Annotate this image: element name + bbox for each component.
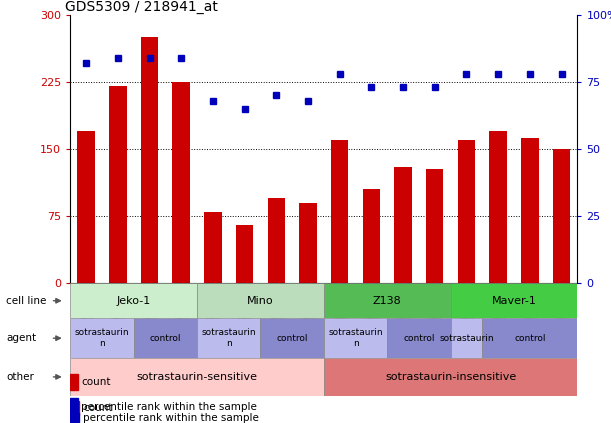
Bar xyxy=(70,358,324,396)
Text: count: count xyxy=(83,403,112,413)
Bar xyxy=(70,413,79,422)
Bar xyxy=(324,283,450,318)
Bar xyxy=(172,82,190,283)
Bar xyxy=(70,401,79,415)
Bar xyxy=(78,131,95,283)
Bar xyxy=(331,140,348,283)
Text: sotrastaurin
n: sotrastaurin n xyxy=(202,329,256,348)
Text: control: control xyxy=(403,334,434,343)
Bar xyxy=(363,190,380,283)
Bar xyxy=(70,398,78,415)
Text: Jeko-1: Jeko-1 xyxy=(117,296,151,306)
Text: sotrastaurin-insensitive: sotrastaurin-insensitive xyxy=(385,372,516,382)
Bar xyxy=(260,318,324,358)
Bar xyxy=(324,358,577,396)
Bar xyxy=(482,318,577,358)
Text: sotrastaurin
n: sotrastaurin n xyxy=(328,329,383,348)
Text: sotrastaurin: sotrastaurin xyxy=(439,334,494,343)
Bar xyxy=(268,198,285,283)
Text: sotrastaurin
n: sotrastaurin n xyxy=(75,329,130,348)
Bar xyxy=(204,212,222,283)
Text: control: control xyxy=(276,334,308,343)
Bar xyxy=(70,374,78,390)
Text: Mino: Mino xyxy=(247,296,274,306)
Bar xyxy=(553,149,570,283)
Text: percentile rank within the sample: percentile rank within the sample xyxy=(83,412,259,423)
Bar xyxy=(387,318,451,358)
Bar xyxy=(197,283,324,318)
Bar xyxy=(458,140,475,283)
Text: sotrastaurin-sensitive: sotrastaurin-sensitive xyxy=(136,372,258,382)
Text: control: control xyxy=(150,334,181,343)
Bar xyxy=(394,167,412,283)
Text: control: control xyxy=(514,334,546,343)
Text: Maver-1: Maver-1 xyxy=(492,296,536,306)
Text: count: count xyxy=(81,377,111,387)
Bar xyxy=(109,86,126,283)
Text: Z138: Z138 xyxy=(373,296,401,306)
Text: GDS5309 / 218941_at: GDS5309 / 218941_at xyxy=(65,0,218,14)
Bar xyxy=(197,318,260,358)
Bar xyxy=(450,318,482,358)
Bar xyxy=(70,318,134,358)
Bar xyxy=(521,138,538,283)
Bar xyxy=(70,283,197,318)
Bar xyxy=(489,131,507,283)
Bar xyxy=(324,318,387,358)
Bar xyxy=(141,37,158,283)
Bar xyxy=(236,225,254,283)
Bar xyxy=(299,203,316,283)
Text: agent: agent xyxy=(6,333,36,343)
Bar xyxy=(426,169,444,283)
Bar xyxy=(450,283,577,318)
Text: percentile rank within the sample: percentile rank within the sample xyxy=(81,401,257,412)
Bar xyxy=(134,318,197,358)
Text: other: other xyxy=(6,372,34,382)
Text: cell line: cell line xyxy=(6,296,46,306)
